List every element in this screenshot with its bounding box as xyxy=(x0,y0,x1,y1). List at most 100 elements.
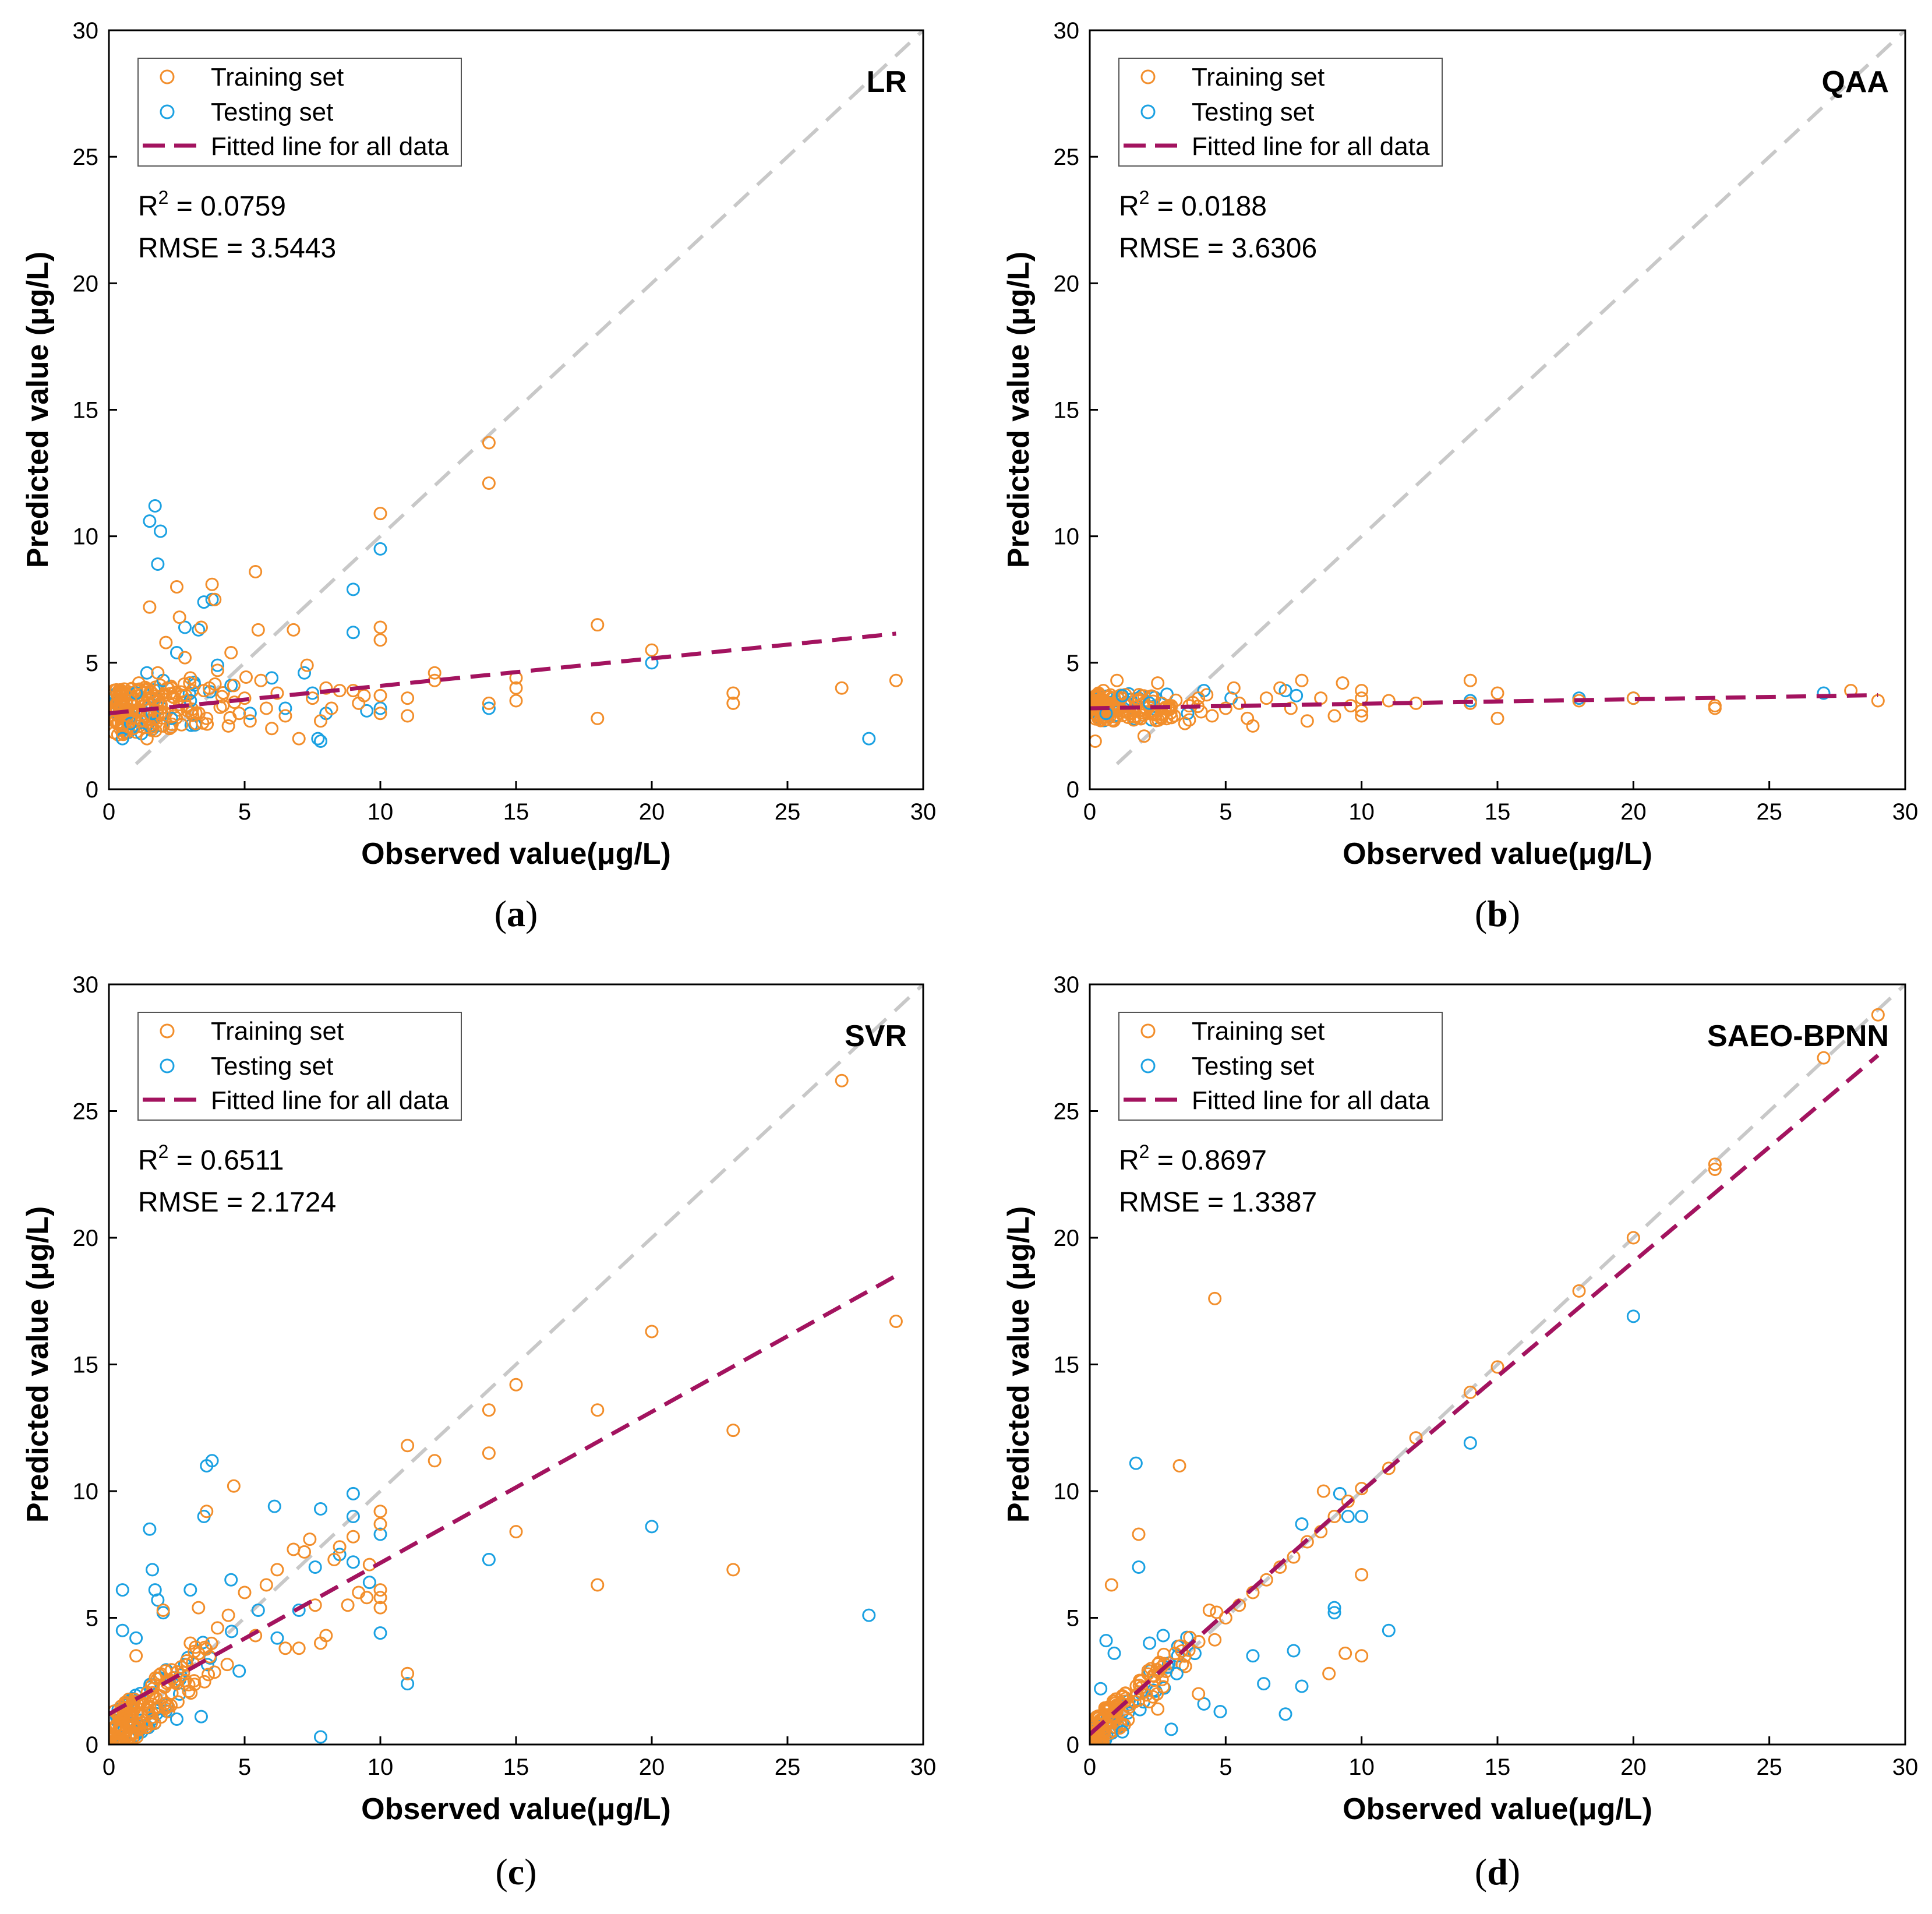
testing-point xyxy=(251,1603,265,1617)
training-point xyxy=(1135,1680,1149,1694)
y-tick-label: 10 xyxy=(73,524,99,550)
x-tick-label: 0 xyxy=(103,799,115,825)
training-point xyxy=(591,618,605,632)
r2-symbol: R xyxy=(1119,191,1139,222)
caption-open-paren: ( xyxy=(1475,1851,1487,1892)
training-point xyxy=(889,1315,903,1329)
data-points xyxy=(109,1073,903,1745)
training-point xyxy=(156,1603,170,1617)
training-point xyxy=(1273,681,1287,695)
training-point xyxy=(1144,704,1158,718)
training-point xyxy=(220,1658,234,1672)
testing-point xyxy=(148,499,162,513)
training-point xyxy=(373,1583,387,1597)
testing-point xyxy=(313,1730,327,1744)
legend-box xyxy=(137,1012,462,1121)
training-point xyxy=(144,686,158,700)
testing-point xyxy=(862,732,876,746)
training-point xyxy=(184,1686,198,1700)
fitted-line xyxy=(109,1274,898,1716)
training-point xyxy=(1151,1657,1165,1671)
r2-superscript: 2 xyxy=(1139,1141,1150,1162)
training-point xyxy=(205,577,219,591)
training-point xyxy=(726,1424,740,1438)
y-tick-label: 20 xyxy=(1054,1226,1080,1251)
identity-line xyxy=(135,30,923,765)
training-point xyxy=(1463,673,1477,687)
training-point xyxy=(308,1598,322,1612)
panel-b: 0 5 10 15 20 25 30 0 5 10 15 20 25 30 Observed value(μ… xyxy=(1002,18,1918,934)
legend-testing-label: Testing set xyxy=(1192,98,1314,126)
training-point xyxy=(1327,1510,1341,1523)
testing-point xyxy=(270,1631,284,1645)
testing-point xyxy=(164,711,178,725)
legend-training-marker xyxy=(1140,69,1156,84)
testing-point xyxy=(151,557,165,571)
caption-close-paren: ) xyxy=(524,1851,536,1892)
y-axis-label: Predicted value (μg/L) xyxy=(1002,1206,1036,1523)
training-point xyxy=(287,1542,301,1556)
training-point xyxy=(1143,1694,1157,1708)
r2-symbol: R xyxy=(138,191,158,222)
training-point xyxy=(265,722,279,736)
y-tick-label: 30 xyxy=(1054,972,1080,998)
training-point xyxy=(1178,716,1192,730)
training-point xyxy=(1336,676,1350,690)
testing-point xyxy=(1295,1679,1309,1693)
training-point xyxy=(1314,691,1328,705)
training-point xyxy=(123,687,137,701)
training-point xyxy=(208,592,222,606)
testing-point xyxy=(313,1502,327,1516)
training-point xyxy=(1708,1163,1722,1177)
training-point xyxy=(401,691,415,705)
y-tick-label: 15 xyxy=(1054,1352,1080,1378)
testing-point xyxy=(278,701,292,715)
training-point xyxy=(1300,1535,1314,1549)
y-tick-label: 25 xyxy=(1054,144,1080,170)
r2-value: = 0.8697 xyxy=(1149,1145,1267,1176)
training-point xyxy=(1137,729,1151,743)
training-point xyxy=(112,1735,126,1745)
training-point xyxy=(123,1709,137,1723)
training-point xyxy=(509,1378,523,1392)
training-point xyxy=(126,722,140,736)
x-tick-label: 20 xyxy=(1620,799,1647,825)
training-point xyxy=(1490,711,1504,725)
training-point xyxy=(482,1403,496,1417)
testing-point xyxy=(360,704,374,718)
legend-fit-label: Fitted line for all data xyxy=(1192,1086,1430,1115)
testing-point xyxy=(362,1576,376,1590)
testing-point xyxy=(1463,1436,1477,1450)
training-point xyxy=(1232,696,1246,710)
training-point xyxy=(132,676,146,690)
testing-point xyxy=(1115,1725,1129,1739)
training-point xyxy=(239,670,253,684)
training-point xyxy=(203,1650,217,1664)
training-point xyxy=(278,1641,292,1655)
testing-point xyxy=(1355,1510,1369,1523)
testing-point xyxy=(129,1631,143,1645)
training-point xyxy=(110,708,124,722)
training-point xyxy=(1355,1649,1369,1663)
model-name: LR xyxy=(867,65,907,99)
legend-box xyxy=(1118,58,1443,167)
testing-point xyxy=(346,1555,360,1569)
model-name: QAA xyxy=(1821,65,1889,99)
y-tick-label: 0 xyxy=(1066,777,1079,803)
training-point xyxy=(143,1700,157,1714)
caption-close-paren: ) xyxy=(525,893,538,934)
training-point xyxy=(373,620,387,634)
testing-point xyxy=(1197,1697,1211,1711)
training-point xyxy=(306,691,319,705)
r2-symbol: R xyxy=(1119,1145,1139,1176)
training-point xyxy=(645,643,659,657)
r2-superscript: 2 xyxy=(158,1141,169,1162)
r2-stat: R2 = 0.8697 xyxy=(1119,1141,1267,1176)
testing-point xyxy=(205,592,219,606)
rmse-stat: RMSE = 2.1724 xyxy=(138,1187,336,1218)
panel-caption: (a) xyxy=(495,893,538,934)
legend-training-label: Training set xyxy=(1192,1017,1325,1046)
testing-point xyxy=(1094,1682,1108,1696)
identity-line xyxy=(135,984,923,1721)
testing-point xyxy=(346,582,360,596)
